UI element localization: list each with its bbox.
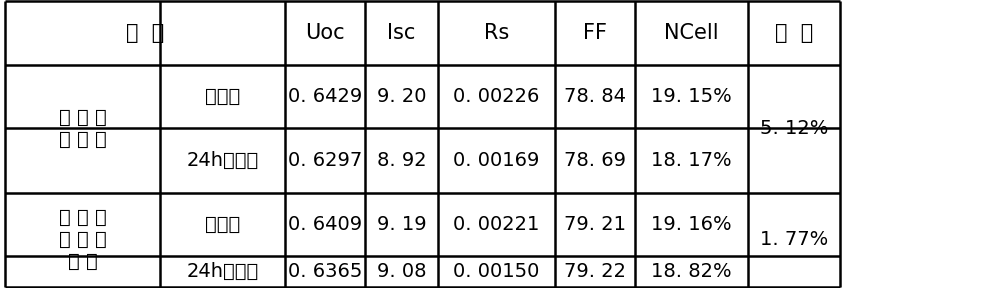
- Text: 9. 20: 9. 20: [377, 87, 426, 106]
- Text: 衰  减: 衰 减: [775, 23, 813, 43]
- Text: 9. 19: 9. 19: [377, 215, 426, 234]
- Text: 常 规 烧
结 工 艺: 常 规 烧 结 工 艺: [59, 108, 106, 149]
- Text: 0. 00169: 0. 00169: [453, 151, 540, 170]
- Text: 79. 22: 79. 22: [564, 262, 626, 281]
- Text: 0. 6297: 0. 6297: [288, 151, 362, 170]
- Text: 18. 17%: 18. 17%: [651, 151, 732, 170]
- Text: FF: FF: [583, 23, 607, 43]
- Text: 79. 21: 79. 21: [564, 215, 626, 234]
- Text: 1. 77%: 1. 77%: [760, 230, 828, 249]
- Text: 0. 6409: 0. 6409: [288, 215, 362, 234]
- Text: 19. 16%: 19. 16%: [651, 215, 732, 234]
- Text: 工  艺: 工 艺: [126, 23, 164, 43]
- Text: 9. 08: 9. 08: [377, 262, 426, 281]
- Text: 24h光衰后: 24h光衰后: [186, 262, 259, 281]
- Text: 0. 6429: 0. 6429: [288, 87, 362, 106]
- Text: 0. 00226: 0. 00226: [453, 87, 540, 106]
- Text: Rs: Rs: [484, 23, 509, 43]
- Text: Uoc: Uoc: [305, 23, 345, 43]
- Text: 衰减前: 衰减前: [205, 87, 240, 106]
- Text: 78. 84: 78. 84: [564, 87, 626, 106]
- Text: 8. 92: 8. 92: [377, 151, 426, 170]
- Text: 衰减前: 衰减前: [205, 215, 240, 234]
- Text: 0. 6365: 0. 6365: [288, 262, 362, 281]
- Text: NCell: NCell: [664, 23, 719, 43]
- Text: 改 进 后
的 烧 结
工 艺: 改 进 后 的 烧 结 工 艺: [59, 208, 106, 271]
- Text: 0. 00221: 0. 00221: [453, 215, 540, 234]
- Text: 78. 69: 78. 69: [564, 151, 626, 170]
- Text: 24h光衰后: 24h光衰后: [186, 151, 259, 170]
- Text: 5. 12%: 5. 12%: [760, 120, 828, 138]
- Text: 0. 00150: 0. 00150: [453, 262, 540, 281]
- Text: 19. 15%: 19. 15%: [651, 87, 732, 106]
- Text: Isc: Isc: [387, 23, 416, 43]
- Text: 18. 82%: 18. 82%: [651, 262, 732, 281]
